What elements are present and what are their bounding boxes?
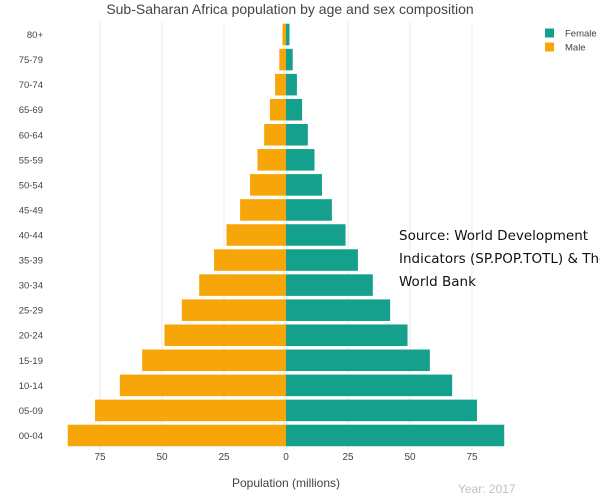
x-tick-labels: 75 50 25 0 25 50 75	[94, 452, 478, 463]
bar-male-50-54[interactable]	[250, 174, 286, 196]
bar-female-35-39[interactable]	[286, 249, 358, 271]
age-group-label: 55-59	[19, 155, 43, 166]
x-tick-label: 25	[218, 452, 230, 463]
bar-female-15-19[interactable]	[286, 349, 430, 372]
bar-male-60-64[interactable]	[264, 123, 286, 146]
bar-female-30-34[interactable]	[286, 274, 373, 296]
age-group-label: 65-69	[19, 105, 43, 116]
age-group-label: 30-34	[19, 281, 43, 292]
legend-label-male[interactable]: Male	[565, 43, 586, 54]
bar-female-80+[interactable]	[286, 23, 290, 46]
age-group-label: 45-49	[19, 205, 43, 216]
bar-male-05-09[interactable]	[95, 399, 286, 422]
legend[interactable]: Female Male	[545, 28, 597, 54]
bar-male-35-39[interactable]	[214, 249, 286, 271]
bar-male-80+[interactable]	[282, 23, 286, 46]
bar-male-40-44[interactable]	[226, 224, 286, 246]
chart-title: Sub-Saharan Africa population by age and…	[106, 1, 473, 17]
age-group-label: 15-19	[19, 356, 43, 367]
bar-female-55-59[interactable]	[286, 149, 315, 171]
bar-female-60-64[interactable]	[286, 123, 308, 146]
age-group-label: 60-64	[19, 130, 43, 141]
bar-female-40-44[interactable]	[286, 224, 346, 246]
source-annotation-line: World Bank	[399, 274, 476, 290]
bar-male-75-79[interactable]	[279, 48, 286, 71]
year-label: Year: 2017	[458, 482, 516, 496]
age-group-label: 20-24	[19, 331, 43, 342]
x-tick-label: 75	[466, 452, 478, 463]
source-annotation-line: Source: World Development	[399, 228, 588, 244]
bar-male-65-69[interactable]	[269, 98, 286, 121]
x-tick-label: 75	[94, 452, 106, 463]
bar-male-55-59[interactable]	[257, 149, 286, 171]
bar-female-70-74[interactable]	[286, 73, 297, 96]
bar-male-00-04[interactable]	[67, 424, 286, 447]
x-tick-label: 0	[283, 452, 289, 463]
bar-female-50-54[interactable]	[286, 174, 322, 196]
bar-male-30-34[interactable]	[199, 274, 286, 296]
bar-female-45-49[interactable]	[286, 199, 332, 221]
bar-female-25-29[interactable]	[286, 299, 391, 321]
age-group-label: 80+	[27, 30, 44, 41]
age-group-label: 00-04	[19, 431, 43, 442]
bar-male-70-74[interactable]	[275, 73, 286, 96]
age-group-label: 35-39	[19, 256, 43, 267]
source-annotation-line: Indicators (SP.POP.TOTL) & The	[399, 251, 600, 267]
bars	[67, 23, 505, 447]
bar-female-20-24[interactable]	[286, 324, 408, 347]
bar-female-00-04[interactable]	[286, 424, 505, 447]
bar-female-10-14[interactable]	[286, 374, 453, 397]
x-tick-label: 50	[404, 452, 416, 463]
bar-male-10-14[interactable]	[119, 374, 286, 397]
age-group-label: 25-29	[19, 306, 43, 317]
bar-female-05-09[interactable]	[286, 399, 477, 422]
legend-swatch-female[interactable]	[545, 28, 554, 38]
bar-female-75-79[interactable]	[286, 48, 293, 71]
x-tick-label: 50	[156, 452, 168, 463]
source-annotation: Source: World Development Indicators (SP.…	[399, 228, 600, 290]
x-tick-label: 25	[342, 452, 354, 463]
legend-label-female[interactable]: Female	[565, 29, 597, 40]
age-group-label: 75-79	[19, 55, 43, 66]
bar-male-25-29[interactable]	[181, 299, 286, 321]
age-group-label: 40-44	[19, 231, 43, 242]
age-group-label: 10-14	[19, 381, 43, 392]
x-axis-title: Population (millions)	[232, 476, 340, 490]
bar-female-65-69[interactable]	[286, 98, 303, 121]
bar-male-45-49[interactable]	[240, 199, 286, 221]
legend-swatch-male[interactable]	[545, 42, 554, 52]
age-group-labels: 00-04 05-09 10-14 15-19 20-24 25-29 30-34 35-39…	[19, 30, 44, 442]
age-group-label: 05-09	[19, 406, 43, 417]
age-group-label: 70-74	[19, 80, 43, 91]
bar-male-15-19[interactable]	[142, 349, 286, 372]
age-group-label: 50-54	[19, 180, 43, 191]
bar-male-20-24[interactable]	[164, 324, 286, 347]
